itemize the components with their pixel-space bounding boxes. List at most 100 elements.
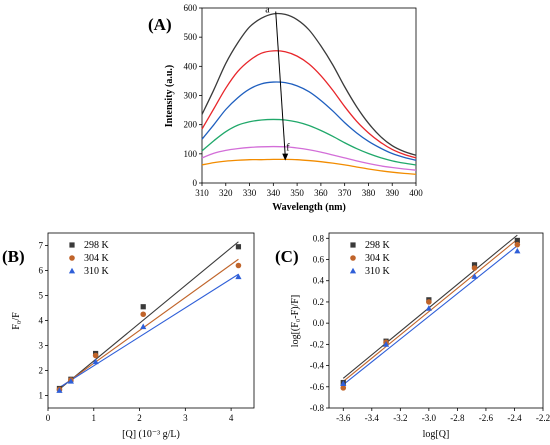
panel-c-ytick-label: 0.4: [313, 276, 325, 286]
panel-a-ytick-label: 0: [193, 178, 198, 188]
legend-label-1: 298 K: [84, 240, 110, 251]
panel-b-ytick-label: 7: [39, 241, 44, 251]
panel-a: (A) 310 320 330 340 350 360 370 380 390 400 0 100 20…: [148, 3, 423, 213]
panel-c-frame: [328, 232, 544, 409]
fit-line-298k: [59, 241, 239, 390]
panel-a-ytick-label: 100: [184, 149, 198, 159]
panel-b-label: (B): [2, 247, 25, 266]
fit-line-298k: [342, 234, 518, 379]
panel-c-xtick-label: -3.6: [336, 413, 351, 423]
panel-b-ticks: 0 1 2 3 4 1 2 3 4 5 6 7: [39, 241, 234, 424]
panel-b-ytick-label: 1: [39, 391, 44, 401]
data-point-310k: [514, 247, 521, 254]
panel-b-frame: [47, 232, 255, 409]
legend-label-1: 298 K: [365, 240, 391, 251]
panel-c-xtick-label: -2.6: [479, 413, 494, 423]
panel-a-xlabel: Wavelength (nm): [272, 202, 346, 213]
panel-c-label: (C): [275, 247, 299, 266]
data-point-298k: [471, 262, 478, 268]
panel-a-xtick-label: 370: [338, 188, 352, 198]
data-point-310k: [140, 323, 147, 330]
panel-a-series: [201, 12, 417, 175]
panel-a-ytick-label: 600: [184, 3, 198, 13]
panel-a-ytick-label: 300: [184, 91, 198, 101]
panel-c-xtick-label: -2.8: [450, 413, 465, 423]
trend-arrow-head: [282, 153, 289, 161]
panel-c-xlabel: log[Q]: [423, 429, 450, 440]
panel-b-xtick-label: 0: [46, 413, 51, 423]
data-point-298k: [235, 244, 242, 250]
legend-marker-2: [350, 255, 356, 261]
legend-marker-3: [349, 267, 357, 274]
annotation-end-label: f: [286, 143, 290, 154]
spectrum-line-3: [201, 81, 417, 161]
legend-label-3: 310 K: [365, 266, 391, 277]
panel-a-xtick-label: 310: [195, 188, 209, 198]
data-point-310k: [340, 380, 347, 387]
data-point-298k: [514, 237, 520, 244]
panel-c-ytick-label: -0.2: [310, 339, 324, 349]
panel-a-xtick-label: 390: [385, 188, 399, 198]
panel-a-ytick-label: 500: [184, 32, 198, 42]
data-point-310k: [56, 387, 63, 393]
data-point-304k: [471, 265, 478, 271]
panel-c-xtick-label: -3.0: [422, 413, 437, 423]
panel-c: (C) -3.6 -3.4 -3.2 -3.0 -2.8 -2.6 -2.4 -2.2 -0.8…: [275, 232, 550, 440]
data-point-304k: [514, 241, 521, 248]
panel-a-xtick-label: 380: [362, 188, 376, 198]
data-point-310k: [235, 273, 242, 280]
annotation-start-label: a: [265, 5, 270, 16]
panel-c-xtick-label: -2.4: [507, 413, 522, 423]
panel-a-annotations: af: [265, 5, 290, 161]
panel-c-ylabel: log[(F₀-F)/F]: [290, 295, 301, 347]
data-point-310k: [67, 378, 74, 384]
panel-c-ytick-label: 0.2: [313, 297, 324, 307]
panel-b-points: [56, 244, 242, 393]
panel-a-xtick-label: 400: [409, 188, 423, 198]
legend-marker-1: [69, 242, 75, 248]
panel-a-frame: [201, 7, 417, 184]
panel-c-ytick-label: -0.6: [310, 382, 325, 392]
panel-c-points: [340, 237, 521, 391]
legend-marker-2: [69, 255, 75, 261]
panel-a-xtick-label: 330: [243, 188, 257, 198]
panel-a-xtick-label: 320: [219, 188, 233, 198]
data-point-298k: [140, 304, 146, 310]
panel-c-ytick-label: 0.0: [313, 318, 325, 328]
panel-c-xtick-label: -2.2: [536, 413, 550, 423]
panel-c-ytick-label: -0.4: [310, 361, 325, 371]
panel-b-ytick-label: 3: [39, 341, 44, 351]
spectrum-line-5: [201, 145, 417, 171]
fit-line-310k: [59, 273, 239, 388]
data-point-304k: [140, 311, 147, 318]
panel-c-ticks: -3.6 -3.4 -3.2 -3.0 -2.8 -2.6 -2.4 -2.2 -0.8 -0.6…: [310, 233, 550, 423]
panel-b-fit-lines: [59, 241, 239, 390]
panel-a-xtick-label: 350: [290, 188, 304, 198]
panel-b-xtick-label: 4: [229, 413, 234, 423]
data-point-304k: [340, 385, 347, 391]
panel-c-legend: 298 K 304 K 310 K: [349, 240, 391, 277]
legend-marker-3: [68, 267, 76, 274]
panel-c-xtick-label: -3.2: [393, 413, 407, 423]
spectrum-line-4: [201, 118, 417, 166]
legend-marker-1: [350, 242, 356, 248]
panel-b: (B) 0 1 2 3 4 1 2 3 4 5 6 7 298 K 304 K 310 K [Q] (10…: [2, 232, 255, 440]
panel-b-ylabel: F₀/F: [11, 312, 22, 330]
panel-b-xtick-label: 2: [137, 413, 142, 423]
legend-label-3: 310 K: [84, 266, 110, 277]
panel-a-ytick-label: 400: [184, 61, 198, 71]
data-point-310k: [471, 273, 478, 279]
trend-arrow-line: [275, 11, 286, 156]
panel-b-legend: 298 K 304 K 310 K: [68, 240, 110, 277]
fit-line-304k: [59, 258, 239, 389]
panel-b-xlabel: [Q] (10⁻³ g/L): [122, 429, 180, 440]
panel-b-xtick-label: 3: [183, 413, 188, 423]
legend-label-2: 304 K: [84, 253, 110, 264]
data-point-310k: [92, 358, 99, 365]
data-point-304k: [92, 352, 99, 359]
panel-c-xtick-label: -3.4: [365, 413, 380, 423]
panel-a-ticks: 310 320 330 340 350 360 370 380 390 400 0 100 200 300…: [184, 3, 424, 198]
data-point-310k: [425, 305, 432, 311]
panel-b-ytick-label: 4: [39, 316, 44, 326]
